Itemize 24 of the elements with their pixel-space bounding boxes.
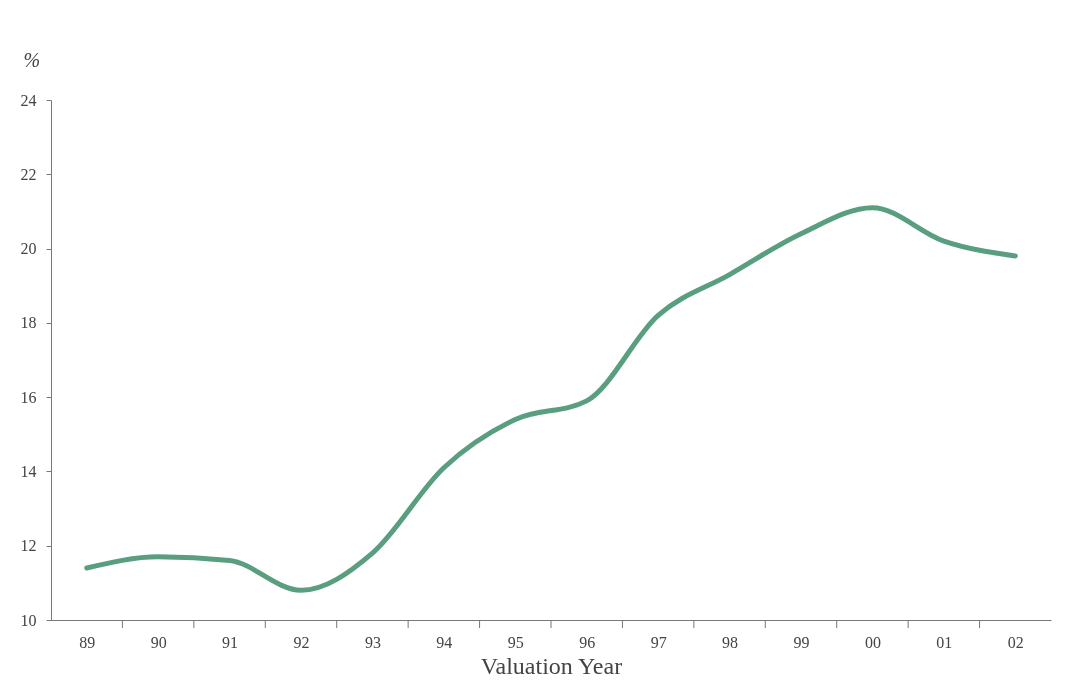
x-tick-label: 94 (436, 633, 453, 651)
y-axis-title: % (23, 48, 41, 71)
x-tick-label: 02 (1007, 633, 1024, 651)
x-tick-label: 92 (293, 633, 310, 651)
x-tick-label: 96 (579, 633, 596, 651)
y-tick-label: 10 (20, 611, 37, 629)
x-tick-label: 91 (222, 633, 239, 651)
y-tick-label: 20 (20, 240, 37, 258)
x-tick-label: 98 (722, 633, 739, 651)
y-tick-label: 18 (20, 314, 37, 332)
x-axis-title: Valuation Year (480, 652, 623, 679)
x-tick-label: 93 (364, 633, 381, 651)
y-tick-label: 24 (20, 91, 37, 109)
y-tick-label: 14 (20, 462, 37, 480)
x-tick-label: 89 (79, 633, 96, 651)
x-tick-label: 95 (507, 633, 524, 651)
x-tick-label: 97 (650, 633, 667, 651)
y-tick-label: 12 (20, 537, 37, 555)
y-tick-label: 16 (20, 388, 37, 406)
x-tick-label: 01 (936, 633, 953, 651)
x-tick-label: 99 (793, 633, 810, 651)
y-tick-label: 22 (20, 165, 37, 183)
x-tick-label: 90 (150, 633, 167, 651)
x-tick-label: 00 (864, 633, 881, 651)
